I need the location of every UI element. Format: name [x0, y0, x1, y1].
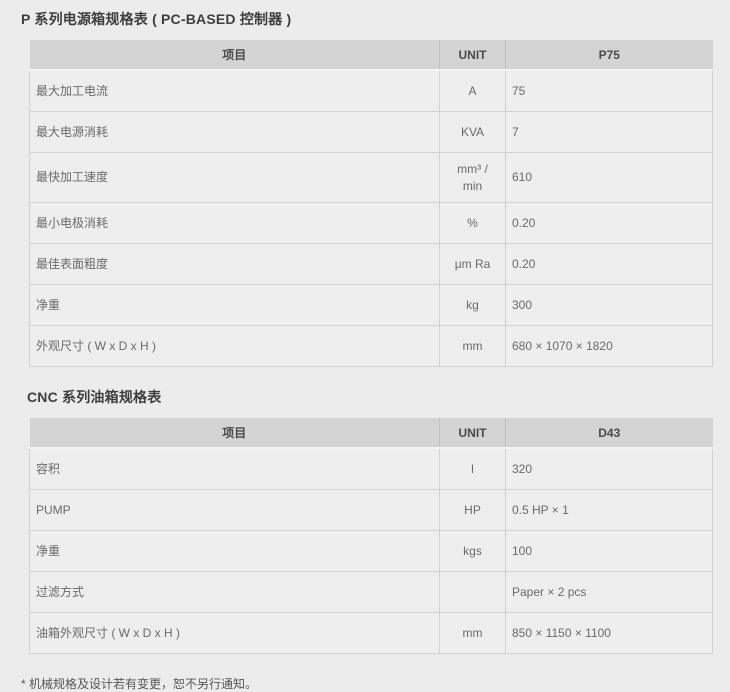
column-header-unit: UNIT	[439, 418, 506, 449]
spec-item: 最佳表面粗度	[29, 243, 440, 285]
spec-item: 净重	[29, 530, 440, 572]
disclaimer-footnote: * 机械规格及设计若有变更，恕不另行通知。	[21, 677, 258, 691]
table-row: 最小电极消耗 % 0.20	[29, 202, 713, 244]
power-box-section-title: P 系列电源箱规格表 ( PC-BASED 控制器 )	[21, 11, 292, 27]
table-row: 净重 kgs 100	[29, 530, 713, 572]
spec-value: 680 × 1070 × 1820	[505, 325, 713, 367]
spec-value: 0.20	[505, 202, 713, 244]
spec-unit: kg	[439, 284, 506, 326]
spec-value: 100	[505, 530, 713, 572]
spec-item: 最大电源消耗	[29, 111, 440, 153]
spec-value: 610	[505, 152, 713, 203]
spec-item: 最大加工电流	[29, 69, 440, 112]
table-row: 最大电源消耗 KVA 7	[29, 111, 713, 153]
spec-unit: mm	[439, 325, 506, 367]
spec-unit: %	[439, 202, 506, 244]
spec-unit: μm Ra	[439, 243, 506, 285]
spec-item: 净重	[29, 284, 440, 326]
spec-unit: A	[439, 69, 506, 112]
spec-unit	[439, 571, 506, 613]
spec-item: 最快加工速度	[29, 152, 440, 203]
table-row: 最佳表面粗度 μm Ra 0.20	[29, 243, 713, 285]
table-row: 最大加工电流 A 75	[29, 69, 713, 112]
power-box-spec-table: 项目 UNIT P75 最大加工电流 A 75 最大电源消耗 KVA 7 最快加…	[29, 40, 713, 367]
spec-item: 最小电极消耗	[29, 202, 440, 244]
spec-unit: l	[439, 447, 506, 490]
table-row: 最快加工速度 mm³ / min 610	[29, 152, 713, 203]
table-row: 油箱外观尺寸 ( W x D x H ) mm 850 × 1150 × 110…	[29, 612, 713, 654]
spec-value: 75	[505, 69, 713, 112]
table-row: PUMP HP 0.5 HP × 1	[29, 489, 713, 531]
spec-value: 320	[505, 447, 713, 490]
table-row: 净重 kg 300	[29, 284, 713, 326]
spec-value: 850 × 1150 × 1100	[505, 612, 713, 654]
spec-unit: mm³ / min	[439, 152, 506, 203]
spec-value: 300	[505, 284, 713, 326]
spec-value: 0.5 HP × 1	[505, 489, 713, 531]
table-header-row: 项目 UNIT D43	[29, 418, 713, 449]
column-header-unit: UNIT	[439, 40, 506, 71]
spec-value: 7	[505, 111, 713, 153]
oil-tank-section-title: CNC 系列油箱规格表	[27, 389, 162, 405]
spec-item: 过滤方式	[29, 571, 440, 613]
spec-item: 外观尺寸 ( W x D x H )	[29, 325, 440, 367]
column-header-model: P75	[505, 40, 713, 71]
spec-value: 0.20	[505, 243, 713, 285]
column-header-item: 项目	[29, 418, 440, 449]
spec-item: PUMP	[29, 489, 440, 531]
oil-tank-spec-table: 项目 UNIT D43 容积 l 320 PUMP HP 0.5 HP × 1 …	[29, 418, 713, 654]
table-header-row: 项目 UNIT P75	[29, 40, 713, 71]
column-header-model: D43	[505, 418, 713, 449]
table-row: 过滤方式 Paper × 2 pcs	[29, 571, 713, 613]
spec-item: 油箱外观尺寸 ( W x D x H )	[29, 612, 440, 654]
spec-unit: kgs	[439, 530, 506, 572]
table-row: 容积 l 320	[29, 447, 713, 490]
spec-item: 容积	[29, 447, 440, 490]
column-header-item: 项目	[29, 40, 440, 71]
spec-unit: mm	[439, 612, 506, 654]
spec-unit: KVA	[439, 111, 506, 153]
spec-unit: HP	[439, 489, 506, 531]
table-row: 外观尺寸 ( W x D x H ) mm 680 × 1070 × 1820	[29, 325, 713, 367]
spec-value: Paper × 2 pcs	[505, 571, 713, 613]
